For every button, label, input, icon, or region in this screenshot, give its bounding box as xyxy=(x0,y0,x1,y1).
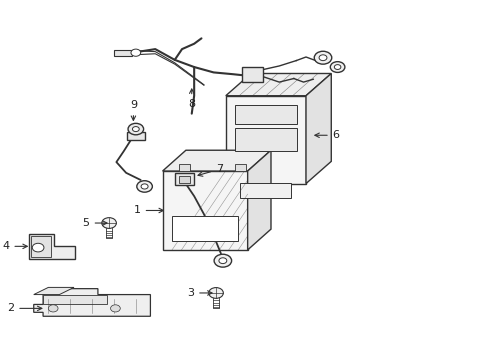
Circle shape xyxy=(318,55,326,60)
Text: 9: 9 xyxy=(130,100,137,120)
Circle shape xyxy=(132,127,139,132)
Circle shape xyxy=(214,254,231,267)
Polygon shape xyxy=(43,294,106,303)
Polygon shape xyxy=(162,171,247,250)
Bar xyxy=(31,236,51,257)
Bar xyxy=(242,67,263,82)
Circle shape xyxy=(208,288,223,298)
Bar xyxy=(234,105,297,125)
Text: 5: 5 xyxy=(82,218,107,228)
Circle shape xyxy=(314,51,331,64)
Circle shape xyxy=(128,123,143,135)
Polygon shape xyxy=(225,96,305,184)
Text: 2: 2 xyxy=(7,303,42,314)
Polygon shape xyxy=(29,234,75,259)
Circle shape xyxy=(141,184,148,189)
Circle shape xyxy=(219,258,226,264)
Bar xyxy=(234,128,297,151)
Text: 6: 6 xyxy=(314,130,339,140)
Circle shape xyxy=(334,64,340,69)
Circle shape xyxy=(110,305,120,312)
Bar xyxy=(172,216,238,241)
Bar xyxy=(127,132,144,140)
Circle shape xyxy=(137,181,152,192)
Bar xyxy=(179,164,190,171)
Circle shape xyxy=(48,305,58,312)
Bar xyxy=(174,173,194,185)
Circle shape xyxy=(329,62,344,72)
Bar xyxy=(235,164,245,171)
Circle shape xyxy=(102,218,116,228)
Bar xyxy=(178,176,190,183)
Text: 8: 8 xyxy=(188,89,195,109)
Bar xyxy=(114,50,132,55)
Circle shape xyxy=(131,49,141,56)
Polygon shape xyxy=(34,289,150,316)
Polygon shape xyxy=(305,73,330,184)
Polygon shape xyxy=(225,73,330,96)
Text: 3: 3 xyxy=(187,288,212,298)
Text: 1: 1 xyxy=(133,206,163,216)
Text: 4: 4 xyxy=(2,241,27,251)
Bar xyxy=(240,183,291,198)
Polygon shape xyxy=(162,150,270,171)
Polygon shape xyxy=(34,287,74,294)
Circle shape xyxy=(32,243,44,252)
Polygon shape xyxy=(247,150,270,250)
Text: 7: 7 xyxy=(198,164,223,176)
